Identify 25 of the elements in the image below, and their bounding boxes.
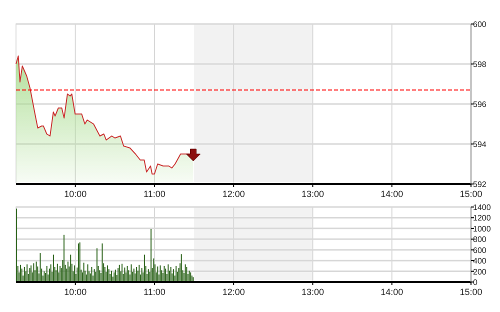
y-tick-label: 594 bbox=[473, 140, 487, 149]
y-tick-label: 800 bbox=[473, 235, 487, 244]
y-tick-label: 0 bbox=[473, 278, 478, 287]
x-tick-label: 10:00 bbox=[64, 287, 87, 297]
x-tick-label: 13:00 bbox=[301, 287, 324, 297]
y-tick-label: 596 bbox=[473, 100, 487, 109]
x-tick-label: 11:00 bbox=[144, 189, 166, 199]
x-tick-label: 13:00 bbox=[301, 189, 324, 199]
x-tick-label: 12:00 bbox=[222, 189, 245, 199]
y-tick-label: 598 bbox=[473, 60, 487, 69]
y-tick-label: 200 bbox=[473, 267, 487, 276]
y-tick-label: 600 bbox=[473, 20, 487, 29]
y-tick-label: 1000 bbox=[473, 224, 492, 234]
y-tick-label: 600 bbox=[473, 246, 487, 255]
x-tick-label: 12:00 bbox=[222, 287, 245, 297]
x-tick-label: 10:00 bbox=[64, 189, 87, 199]
y-tick-label: 400 bbox=[473, 256, 487, 266]
x-tick-label: 11:00 bbox=[144, 287, 166, 297]
x-tick-label: 14:00 bbox=[380, 287, 404, 297]
x-tick-label: 14:00 bbox=[380, 189, 404, 199]
y-tick-label: 1200 bbox=[473, 214, 492, 223]
x-tick-label: 15:00 bbox=[460, 287, 482, 297]
y-tick-label: 1400 bbox=[473, 203, 492, 212]
y-tick-label: 592 bbox=[473, 180, 487, 189]
x-tick-label: 15:00 bbox=[460, 189, 482, 199]
